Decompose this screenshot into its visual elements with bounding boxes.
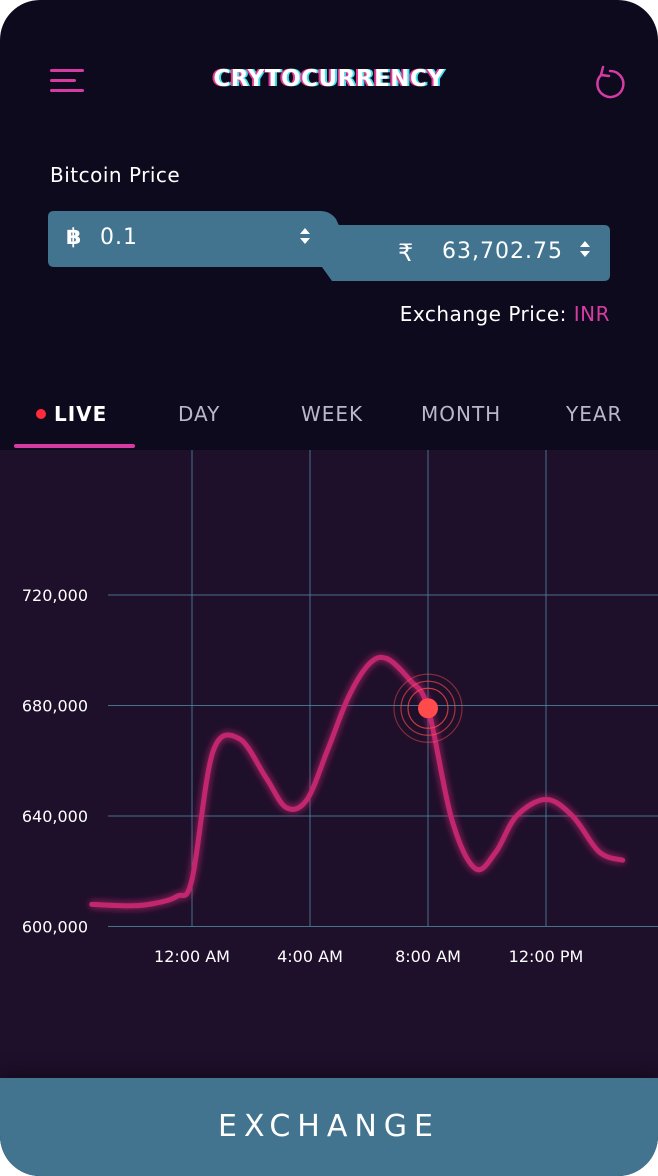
tab-week[interactable]: WEEK bbox=[301, 402, 364, 426]
y-tick-label: 640,000 bbox=[22, 807, 88, 826]
exchange-price-text: Exchange Price: INR bbox=[400, 302, 610, 326]
live-dot-icon bbox=[36, 408, 46, 419]
refresh-icon[interactable] bbox=[590, 62, 630, 102]
price-line bbox=[89, 654, 626, 909]
exchange-currency[interactable]: INR bbox=[573, 302, 610, 326]
bitcoin-icon: ฿ bbox=[66, 225, 82, 250]
btc-amount-input[interactable]: 0.1 bbox=[100, 225, 138, 250]
x-tick-label: 8:00 AM bbox=[395, 947, 461, 966]
marker-ring bbox=[393, 673, 463, 743]
exchange-button[interactable]: EXCHANGE bbox=[0, 1078, 658, 1176]
inr-stepper-icon[interactable] bbox=[578, 238, 592, 260]
tab-day[interactable]: DAY bbox=[178, 402, 221, 426]
marker-ring bbox=[407, 687, 449, 729]
current-price-marker[interactable] bbox=[418, 698, 438, 719]
converter-background bbox=[48, 211, 610, 281]
active-tab-indicator bbox=[14, 444, 135, 448]
marker-ring bbox=[400, 680, 456, 736]
price-chart: 720,000 680,000 640,000 600,000 12:00 AM 4:00… bbox=[0, 450, 658, 1078]
inr-amount-field[interactable]: 63,702.75 bbox=[442, 239, 563, 264]
x-tick-label: 12:00 PM bbox=[509, 947, 584, 966]
bitcoin-price-label: Bitcoin Price bbox=[50, 163, 181, 187]
exchange-price-label: Exchange Price: bbox=[399, 302, 567, 326]
x-tick-label: 12:00 AM bbox=[154, 947, 230, 966]
hamburger-menu-icon[interactable] bbox=[46, 66, 88, 96]
rupee-icon: ₹ bbox=[398, 239, 414, 267]
price-converter: ฿ 0.1 ₹ 63,702.75 bbox=[0, 205, 658, 295]
x-tick-label: 4:00 AM bbox=[277, 947, 343, 966]
y-tick-label: 680,000 bbox=[22, 697, 88, 716]
tab-live-label: LIVE bbox=[54, 402, 108, 426]
y-tick-label: 600,000 bbox=[22, 918, 88, 937]
time-range-tabs: LIVE DAY WEEK MONTH YEAR bbox=[0, 388, 658, 450]
y-tick-label: 720,000 bbox=[22, 586, 88, 605]
tab-year[interactable]: YEAR bbox=[566, 402, 623, 426]
tab-live[interactable]: LIVE bbox=[36, 402, 107, 426]
app-title: CRYTOCURRENCY bbox=[213, 66, 445, 92]
btc-stepper-icon[interactable] bbox=[298, 225, 312, 247]
price-chart-svg: 720,000 680,000 640,000 600,000 12:00 AM 4:00… bbox=[22, 450, 658, 966]
tab-month[interactable]: MONTH bbox=[421, 402, 502, 426]
